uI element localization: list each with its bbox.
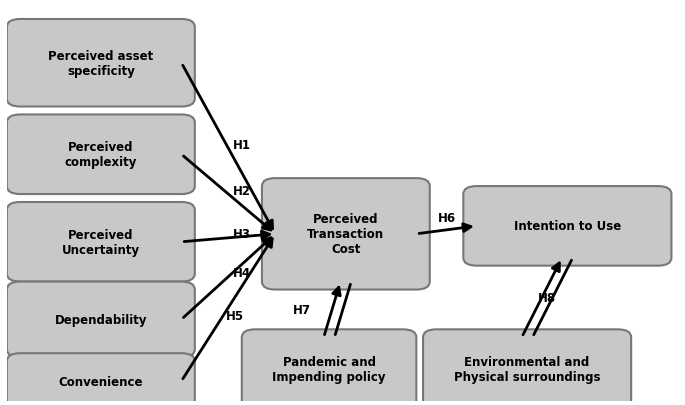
Text: Perceived asset
specificity: Perceived asset specificity bbox=[48, 50, 153, 77]
Text: Pandemic and
Impending policy: Pandemic and Impending policy bbox=[273, 355, 386, 383]
Text: Intention to Use: Intention to Use bbox=[514, 220, 621, 233]
Text: H4: H4 bbox=[233, 266, 251, 279]
FancyBboxPatch shape bbox=[7, 353, 195, 405]
Text: H5: H5 bbox=[226, 309, 244, 322]
FancyBboxPatch shape bbox=[7, 202, 195, 282]
Text: Environmental and
Physical surroundings: Environmental and Physical surroundings bbox=[454, 355, 600, 383]
Text: H7: H7 bbox=[293, 303, 311, 316]
Text: Perceived
Uncertainty: Perceived Uncertainty bbox=[62, 228, 140, 256]
FancyBboxPatch shape bbox=[423, 330, 631, 405]
Text: Perceived
Transaction
Cost: Perceived Transaction Cost bbox=[308, 213, 384, 256]
FancyBboxPatch shape bbox=[262, 179, 429, 290]
Text: H3: H3 bbox=[233, 228, 251, 241]
Text: H1: H1 bbox=[233, 139, 251, 151]
FancyBboxPatch shape bbox=[7, 282, 195, 357]
Text: H6: H6 bbox=[438, 212, 456, 225]
FancyBboxPatch shape bbox=[7, 20, 195, 107]
Text: Convenience: Convenience bbox=[59, 375, 143, 388]
FancyBboxPatch shape bbox=[463, 187, 671, 266]
Text: H8: H8 bbox=[538, 291, 556, 304]
Text: H2: H2 bbox=[233, 184, 251, 197]
Text: Dependability: Dependability bbox=[55, 313, 147, 326]
FancyBboxPatch shape bbox=[242, 330, 416, 405]
FancyBboxPatch shape bbox=[7, 115, 195, 194]
Text: Perceived
complexity: Perceived complexity bbox=[64, 141, 137, 169]
